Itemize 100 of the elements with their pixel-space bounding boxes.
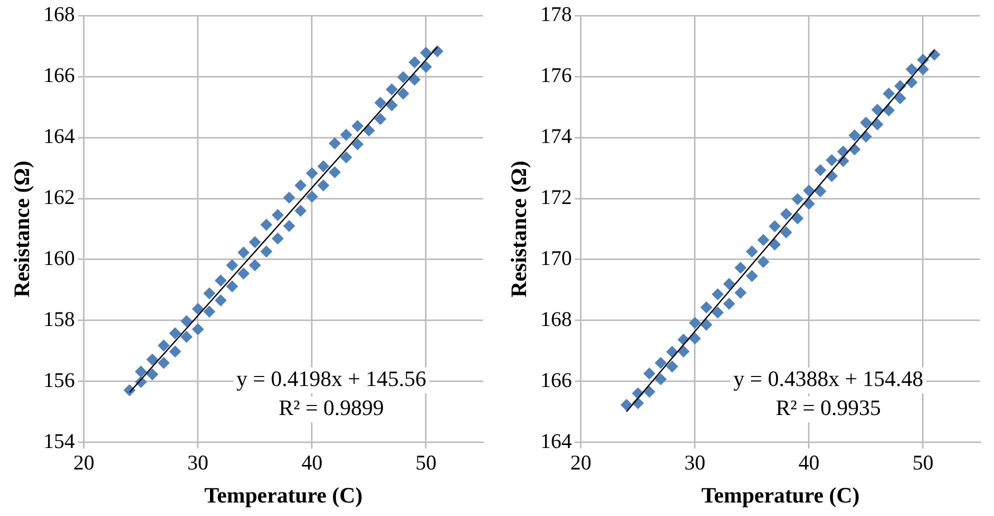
point [134, 366, 147, 378]
point [294, 204, 307, 217]
y-tick-label: 178 [540, 2, 572, 26]
point [734, 286, 747, 299]
point [894, 92, 906, 104]
y-tick-label: 168 [43, 2, 75, 26]
point [780, 208, 792, 220]
point [146, 368, 158, 380]
point [238, 268, 250, 280]
point [757, 256, 770, 268]
y-tick-label: 158 [43, 306, 75, 331]
y-tick-label: 174 [540, 124, 572, 148]
annotation: y = 0.4388x + 154.48 [733, 366, 924, 392]
point [408, 56, 421, 68]
y-tick-label: 166 [540, 368, 572, 392]
annotation: R² = 0.9899 [278, 395, 384, 420]
point [802, 184, 815, 197]
y-axis-title: Resistance (Ω) [506, 160, 531, 298]
y-tick-label: 160 [43, 246, 75, 270]
point [746, 246, 758, 258]
point [192, 302, 204, 315]
point [848, 129, 861, 142]
point [328, 166, 341, 178]
point [700, 301, 712, 314]
point [180, 330, 193, 343]
point [666, 346, 678, 358]
point [146, 353, 158, 366]
annotation: y = 0.4198x + 145.56 [236, 366, 426, 392]
y-tick-label: 166 [43, 63, 75, 88]
point [294, 179, 307, 192]
y-tick-label: 176 [540, 63, 572, 88]
x-axis-title: Temperature (C) [204, 482, 363, 508]
point [420, 60, 432, 73]
x-tick-label: 40 [301, 450, 322, 475]
point [283, 220, 296, 232]
point [203, 287, 216, 300]
point [882, 104, 895, 116]
point [248, 259, 261, 272]
point [272, 208, 284, 221]
x-tick-label: 20 [73, 450, 94, 475]
point [688, 332, 701, 344]
point [746, 270, 758, 282]
point [906, 63, 918, 76]
point [260, 218, 272, 231]
point [666, 360, 678, 372]
point [871, 104, 884, 116]
point [226, 259, 238, 272]
point [386, 83, 398, 96]
y-tick-label: 168 [540, 306, 572, 331]
point [386, 99, 398, 112]
point [340, 151, 352, 164]
point [203, 306, 216, 318]
point [826, 154, 838, 166]
point [768, 238, 781, 251]
point [352, 138, 364, 150]
point [814, 164, 826, 176]
point [374, 96, 386, 109]
point [792, 193, 804, 206]
y-tick-label: 172 [540, 185, 572, 210]
y-tick-label: 164 [43, 124, 76, 148]
point [248, 236, 261, 248]
point [712, 306, 724, 319]
point [180, 315, 193, 328]
point [688, 316, 701, 329]
point [374, 112, 386, 125]
point [814, 185, 826, 198]
y-tick-label: 164 [540, 428, 572, 453]
x-tick-label: 40 [798, 450, 820, 475]
y-tick-label: 170 [540, 246, 572, 270]
point [260, 246, 272, 258]
point [397, 88, 410, 100]
point [643, 368, 656, 380]
point [214, 274, 227, 287]
point [362, 124, 375, 137]
point [283, 192, 296, 204]
point [124, 384, 136, 396]
point [272, 232, 284, 244]
point [620, 398, 633, 411]
point [643, 386, 656, 398]
point [352, 120, 364, 132]
point [158, 339, 170, 352]
point [420, 46, 432, 59]
point [169, 346, 182, 358]
point [306, 167, 318, 180]
x-tick-label: 20 [570, 450, 592, 475]
point [678, 346, 690, 358]
x-tick-label: 30 [187, 450, 208, 475]
point [214, 294, 227, 306]
point [169, 327, 182, 340]
x-axis-title: Temperature (C) [701, 482, 860, 508]
point [328, 137, 341, 150]
point [860, 116, 872, 129]
y-tick-label: 154 [43, 428, 76, 453]
point [192, 323, 204, 336]
point [306, 190, 318, 203]
point [780, 226, 792, 238]
point [238, 246, 250, 258]
y-tick-label: 156 [43, 368, 75, 392]
point [700, 318, 712, 331]
point [340, 128, 352, 141]
